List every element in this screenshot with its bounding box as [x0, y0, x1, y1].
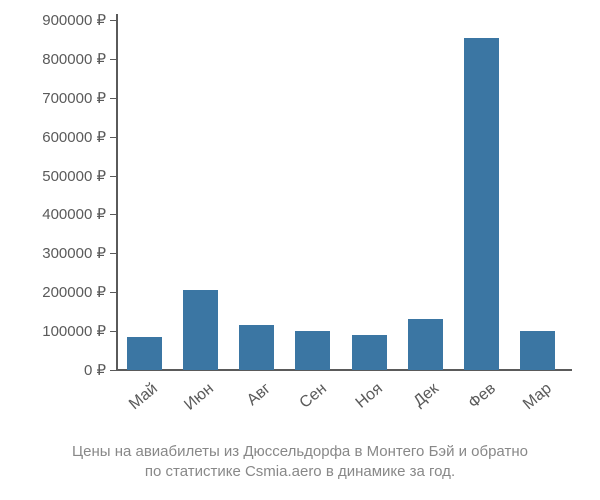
caption-line-1: Цены на авиабилеты из Дюссельдорфа в Мон… [72, 443, 528, 460]
y-axis-label: 900000 ₽ [42, 11, 116, 29]
chart-caption: Цены на авиабилеты из Дюссельдорфа в Мон… [0, 442, 600, 483]
y-axis-label: 600000 ₽ [42, 128, 116, 146]
y-axis-label: 700000 ₽ [42, 89, 116, 107]
bar [408, 319, 443, 370]
bar [127, 337, 162, 370]
y-axis-label: 300000 ₽ [42, 244, 116, 262]
y-axis-label: 800000 ₽ [42, 50, 116, 68]
y-axis-label: 200000 ₽ [42, 283, 116, 301]
bar [520, 331, 555, 370]
y-axis-label: 0 ₽ [84, 361, 116, 379]
bar [352, 335, 387, 370]
y-axis-label: 500000 ₽ [42, 167, 116, 185]
caption-line-2: по статистике Csmia.aero в динамике за г… [145, 463, 455, 480]
y-axis-label: 100000 ₽ [42, 322, 116, 340]
bar [464, 38, 499, 371]
y-axis [116, 14, 118, 370]
bar [239, 325, 274, 370]
plot-area: 0 ₽100000 ₽200000 ₽300000 ₽400000 ₽50000… [116, 20, 566, 370]
y-axis-label: 400000 ₽ [42, 205, 116, 223]
bar [295, 331, 330, 370]
price-chart: 0 ₽ 100000 ₽ 200000 ₽ 300000 ₽ 400000 ₽ 50000… [0, 0, 600, 500]
bar [183, 290, 218, 370]
